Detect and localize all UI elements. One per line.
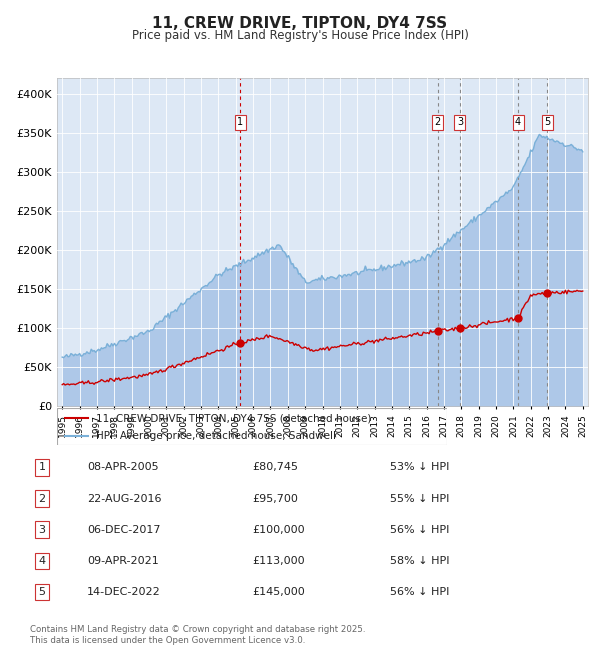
Text: 4: 4 [38, 556, 46, 566]
Text: 53% ↓ HPI: 53% ↓ HPI [390, 462, 449, 473]
Text: 1: 1 [38, 462, 46, 473]
Text: 2: 2 [38, 493, 46, 504]
Text: 14-DEC-2022: 14-DEC-2022 [87, 587, 161, 597]
Text: 56% ↓ HPI: 56% ↓ HPI [390, 525, 449, 535]
Text: 56% ↓ HPI: 56% ↓ HPI [390, 587, 449, 597]
Text: £80,745: £80,745 [252, 462, 298, 473]
Text: HPI: Average price, detached house, Sandwell: HPI: Average price, detached house, Sand… [96, 431, 336, 441]
Text: 06-DEC-2017: 06-DEC-2017 [87, 525, 161, 535]
Text: 4: 4 [515, 117, 521, 127]
Text: 11, CREW DRIVE, TIPTON, DY4 7SS: 11, CREW DRIVE, TIPTON, DY4 7SS [152, 16, 448, 31]
Text: Contains HM Land Registry data © Crown copyright and database right 2025.
This d: Contains HM Land Registry data © Crown c… [30, 625, 365, 645]
Text: 22-AUG-2016: 22-AUG-2016 [87, 493, 161, 504]
Text: 3: 3 [38, 525, 46, 535]
Text: 11, CREW DRIVE, TIPTON, DY4 7SS (detached house): 11, CREW DRIVE, TIPTON, DY4 7SS (detache… [96, 413, 371, 423]
Text: 09-APR-2021: 09-APR-2021 [87, 556, 159, 566]
Text: 3: 3 [457, 117, 463, 127]
Text: 5: 5 [38, 587, 46, 597]
Text: 55% ↓ HPI: 55% ↓ HPI [390, 493, 449, 504]
Text: £100,000: £100,000 [252, 525, 305, 535]
Text: Price paid vs. HM Land Registry's House Price Index (HPI): Price paid vs. HM Land Registry's House … [131, 29, 469, 42]
Text: 1: 1 [238, 117, 244, 127]
Text: £145,000: £145,000 [252, 587, 305, 597]
Text: 58% ↓ HPI: 58% ↓ HPI [390, 556, 449, 566]
Text: 08-APR-2005: 08-APR-2005 [87, 462, 158, 473]
Text: 5: 5 [544, 117, 550, 127]
Text: £113,000: £113,000 [252, 556, 305, 566]
Text: £95,700: £95,700 [252, 493, 298, 504]
Text: 2: 2 [434, 117, 441, 127]
